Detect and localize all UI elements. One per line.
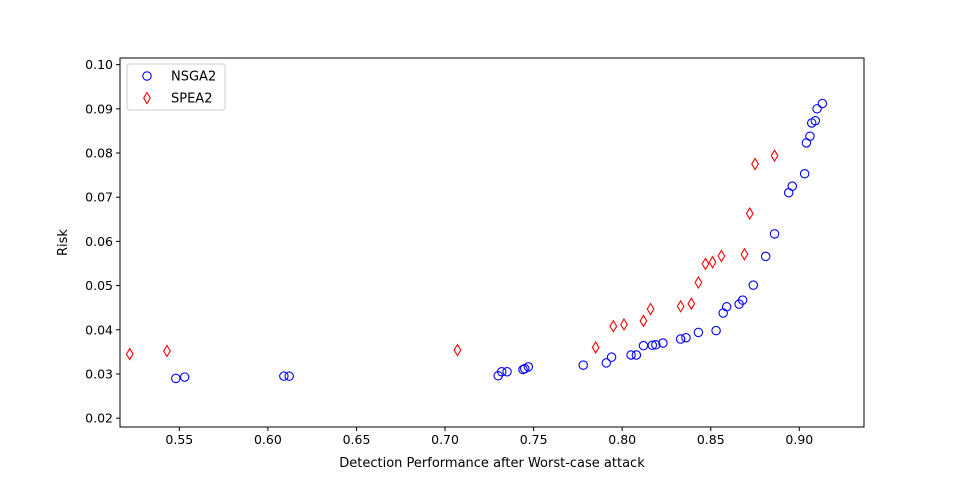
nsga2-point [601,358,612,368]
legend-spea2-label: SPEA2 [171,92,212,107]
spea2-point [620,317,628,332]
spea2-point [751,157,759,171]
y-tick-label: 0.05 [85,278,113,293]
x-tick-label: 0.80 [608,432,636,447]
y-tick-label: 0.02 [85,411,113,426]
nsga2-point [658,338,668,348]
nsga2-point [817,98,828,109]
legend-nsga2-label: NSGA2 [171,70,216,85]
nsga2-point [626,350,636,360]
x-tick-label: 0.60 [254,432,282,447]
spea2-point [687,297,696,311]
series-nsga2 [171,98,828,384]
x-tick-label: 0.85 [697,432,725,447]
nsga2-point [799,169,810,179]
x-tick-label: 0.70 [431,432,459,447]
spea2-point [639,314,648,328]
nsga2-point [631,350,642,360]
spea2-point [609,319,618,333]
y-tick-label: 0.06 [85,234,113,249]
nsga2-point [284,371,294,381]
y-tick-label: 0.07 [85,190,113,205]
nsga2-point [760,251,771,262]
spea2-point [770,149,779,163]
nsga2-point [651,340,661,350]
x-tick-label: 0.90 [785,432,813,447]
series-spea2 [125,149,779,361]
nsga2-point [502,367,512,377]
nsga2-point [179,372,190,382]
y-axis: 0.02 0.03 0.04 0.05 0.06 0.07 0.08 0.09 0.10 [85,57,120,426]
nsga2-point [496,367,507,377]
spea2-point [646,302,655,316]
plot-frame [119,57,865,428]
nsga2-point [787,181,798,191]
nsga2-point [748,280,759,290]
spea2-point [745,206,754,221]
spea2-point [163,344,171,358]
nsga2-point [805,131,815,141]
y-axis-title: Risk [56,229,71,256]
spea2-point [717,249,726,263]
nsga2-point [737,295,748,305]
x-tick-label: 0.65 [343,432,371,447]
nsga2-point [606,352,617,362]
spea2-point [708,255,717,269]
nsga2-point [171,373,181,384]
nsga2-point [681,332,691,343]
spea2-point [125,347,134,361]
spea2-point [453,343,462,357]
y-tick-label: 0.08 [85,146,113,161]
x-axis-title: Detection Performance after Worst-case a… [339,456,645,471]
spea2-point [701,257,710,271]
nsga2-point [721,302,732,312]
legend: NSGA2 SPEA2 [126,63,226,111]
nsga2-point [675,334,686,344]
data-markers [125,98,828,384]
plot-area [119,57,865,428]
x-tick-label: 0.75 [520,432,548,447]
x-tick-label: 0.55 [165,432,193,447]
y-tick-label: 0.10 [85,57,113,72]
spea2-point [676,299,685,313]
nsga2-point [523,362,534,372]
nsga2-point [518,364,528,375]
nsga2-point [647,340,658,350]
legend-spea2-marker [143,91,151,105]
y-tick-label: 0.09 [85,101,113,116]
legend-nsga2-marker [142,71,152,81]
y-tick-label: 0.04 [85,322,113,337]
spea2-point [694,275,703,290]
spea2-point [591,340,600,355]
nsga2-point [769,229,780,239]
nsga2-point [810,116,821,126]
nsga2-point [578,360,588,370]
nsga2-point [711,325,721,336]
spea2-point [740,247,749,261]
x-axis: 0.55 0.60 0.65 0.70 0.75 0.80 0.85 0.90 [165,427,813,447]
nsga2-point [812,104,822,114]
nsga2-point [693,327,704,338]
nsga2-point [279,371,289,381]
y-tick-label: 0.03 [85,366,113,381]
